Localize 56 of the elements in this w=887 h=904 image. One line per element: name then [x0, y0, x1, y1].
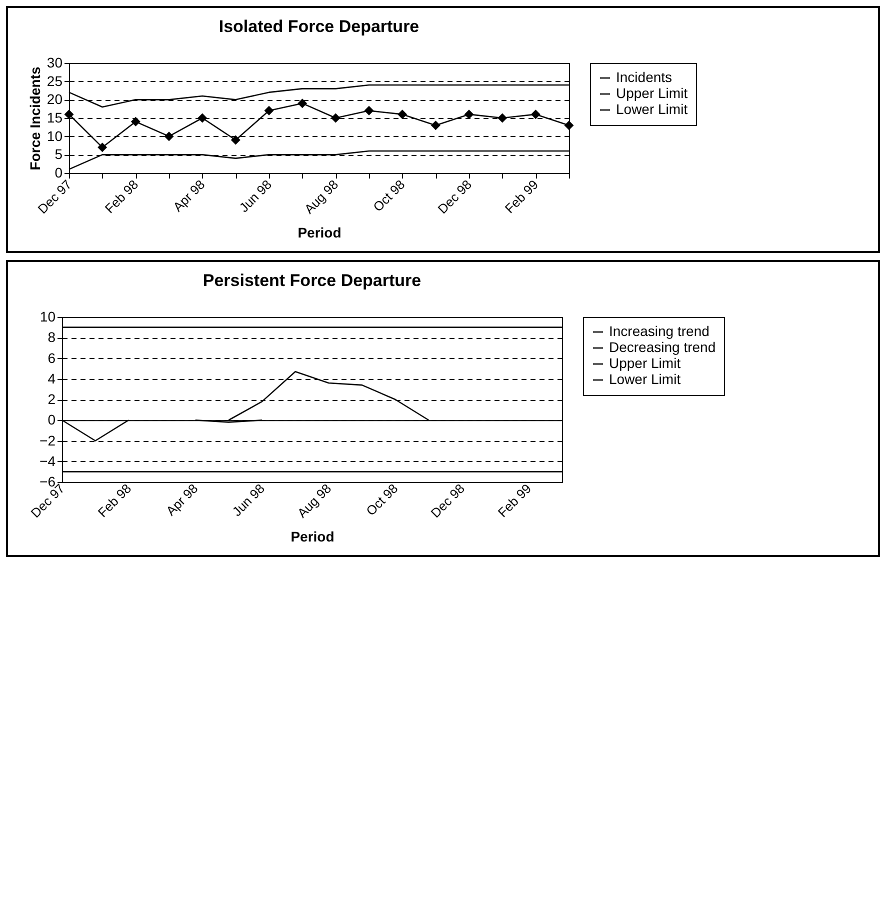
x-tick-label: Apr 98: [170, 176, 208, 215]
y-tick-label: 15: [46, 110, 63, 126]
chart-title: Persistent Force Departure: [202, 271, 422, 290]
legend-label: Decreasing trend: [609, 339, 716, 355]
y-tick-label: 8: [48, 329, 56, 346]
y-tick-label: 10: [40, 308, 56, 324]
point: [398, 110, 408, 120]
x-tick-label: Oct 98: [370, 176, 408, 215]
x-tick-label: Jun 98: [236, 176, 274, 216]
point: [130, 116, 140, 126]
chart-title: Isolated Force Departure: [218, 17, 420, 36]
point: [498, 113, 508, 123]
y-tick-label: 4: [48, 370, 56, 386]
y-tick-label: 25: [46, 72, 63, 89]
point: [430, 120, 440, 130]
point: [330, 113, 340, 123]
x-tick-label: Feb 98: [94, 480, 134, 520]
point: [298, 98, 308, 108]
x-axis-title: Period: [290, 528, 334, 545]
y-tick-label: 20: [46, 91, 63, 108]
point: [264, 106, 274, 116]
legend-label: Increasing trend: [609, 323, 710, 339]
legend-label: Incidents: [616, 69, 672, 85]
x-tick-label: Aug 98: [301, 176, 342, 217]
x-tick-label: Feb 99: [494, 480, 534, 520]
legend-label: Lower Limit: [609, 371, 681, 387]
point: [564, 120, 574, 130]
y-tick-label: 0: [48, 412, 56, 428]
point: [164, 132, 174, 142]
point: [230, 135, 240, 145]
x-tick-label: Feb 98: [102, 176, 142, 216]
point: [464, 110, 474, 120]
point: [364, 106, 374, 116]
y-tick-label: −2: [40, 432, 56, 448]
y-tick-label: 5: [54, 146, 63, 162]
point: [98, 142, 108, 152]
x-tick-label: Aug 98: [294, 480, 334, 521]
y-tick-label: −4: [40, 452, 56, 469]
point: [198, 113, 208, 123]
x-tick-label: Dec 98: [428, 480, 468, 521]
x-tick-label: Jun 98: [229, 480, 268, 520]
legend-label: Upper Limit: [616, 85, 688, 101]
y-axis-title: Force Incidents: [26, 66, 43, 170]
legend-label: Lower Limit: [616, 101, 688, 117]
y-tick-label: 6: [48, 350, 56, 366]
legend-label: Upper Limit: [609, 355, 681, 371]
x-tick-label: Dec 98: [434, 176, 474, 217]
x-tick-label: Feb 99: [502, 176, 542, 216]
y-tick-label: 2: [48, 391, 56, 407]
x-tick-label: Oct 98: [363, 480, 401, 519]
y-tick-label: 10: [46, 128, 63, 144]
x-axis-title: Period: [298, 224, 342, 241]
y-tick-label: 30: [46, 54, 63, 70]
point: [530, 110, 540, 120]
x-tick-label: Apr 98: [163, 480, 201, 519]
point: [64, 110, 74, 120]
